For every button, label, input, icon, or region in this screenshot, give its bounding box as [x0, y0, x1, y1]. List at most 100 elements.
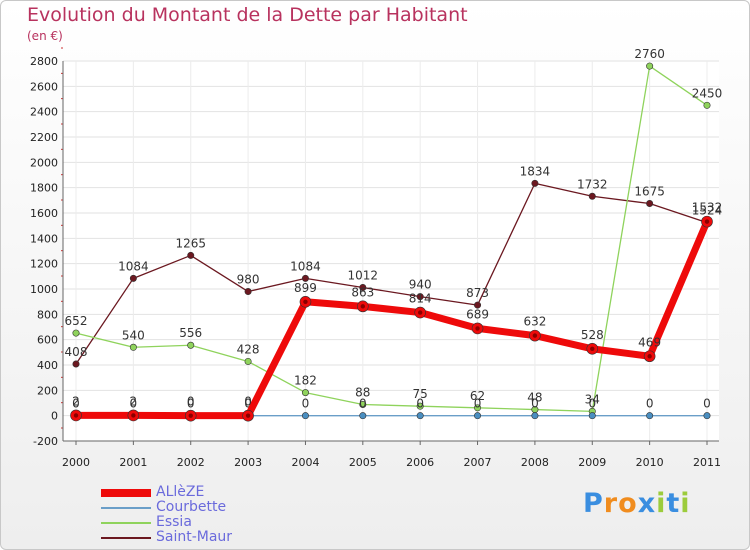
data-point: [531, 179, 539, 187]
data-point: [588, 412, 596, 420]
data-point: [474, 412, 482, 420]
legend-swatch: [101, 489, 151, 497]
data-point: [703, 101, 711, 109]
data-point-center: [417, 310, 423, 315]
y-tick-label: 200: [37, 384, 58, 397]
data-label: 1012: [348, 268, 379, 282]
y-tick-label: 2600: [30, 80, 58, 93]
x-tick-label: 2001: [119, 456, 147, 469]
data-point-center: [188, 413, 193, 418]
legend-label: Essia: [156, 514, 192, 530]
data-label: 0: [302, 397, 310, 411]
legend-swatch: [101, 537, 151, 539]
data-label: 0: [531, 397, 539, 411]
data-point: [187, 251, 195, 259]
x-tick-label: 2003: [234, 456, 262, 469]
data-point: [703, 412, 711, 420]
data-label: 428: [237, 342, 260, 356]
data-point-center: [704, 219, 710, 224]
data-point: [301, 389, 309, 397]
data-label: 0: [72, 397, 80, 411]
brand-letter: x: [637, 488, 657, 519]
y-tick-label: 1800: [30, 182, 58, 195]
data-point-center: [360, 304, 366, 309]
data-label: 0: [187, 397, 195, 411]
data-label: 540: [122, 328, 145, 342]
data-label: 980: [237, 273, 260, 287]
data-label: 0: [703, 397, 711, 411]
data-point: [244, 288, 252, 296]
data-label: 1675: [634, 185, 665, 199]
data-label: 1532: [692, 201, 723, 215]
y-tick-label: 0: [51, 410, 58, 423]
data-label: 0: [359, 397, 367, 411]
x-tick-label: 2004: [291, 456, 319, 469]
data-label: 814: [409, 292, 432, 306]
data-point: [646, 62, 654, 70]
data-label: 1834: [520, 164, 551, 178]
y-tick-label: 1000: [30, 283, 58, 296]
y-tick-label: 800: [37, 308, 58, 321]
data-label: 2760: [634, 47, 665, 61]
data-label: 0: [187, 395, 195, 409]
y-tick-label: 2400: [30, 106, 58, 119]
data-label: 34: [585, 392, 600, 406]
x-tick-label: 2006: [406, 456, 434, 469]
data-point: [474, 404, 482, 412]
data-label: 1524: [692, 204, 723, 218]
y-tick-label: 2800: [30, 55, 58, 68]
x-tick-label: 2007: [464, 456, 492, 469]
data-point: [187, 341, 195, 349]
data-label: 556: [179, 326, 202, 340]
brand-letter: o: [618, 488, 638, 519]
data-label: 88: [355, 386, 370, 400]
data-label: 0: [588, 397, 596, 411]
legend-swatch: [101, 522, 151, 524]
data-label: 873: [466, 286, 489, 300]
y-tick-label: 2000: [30, 156, 58, 169]
data-point: [588, 192, 596, 200]
data-point: [531, 412, 539, 420]
series-line-1: [75, 65, 708, 413]
y-tick-label: -200: [33, 435, 58, 448]
data-point: [416, 293, 424, 301]
brand-letter: i: [656, 488, 667, 519]
chart-subtitle: (en €): [27, 29, 63, 43]
x-tick-label: 2011: [693, 456, 721, 469]
data-point: [416, 402, 424, 410]
data-label: 2: [72, 394, 80, 408]
data-label: 1265: [175, 236, 206, 250]
series-line-0: [75, 182, 708, 365]
data-label: 528: [581, 328, 604, 342]
y-tick-label: 1400: [30, 232, 58, 245]
legend-swatch: [101, 507, 151, 509]
data-point: [129, 343, 137, 351]
data-label: 0: [130, 397, 138, 411]
data-point: [359, 412, 367, 420]
data-point: [359, 401, 367, 409]
data-point-center: [303, 299, 308, 304]
data-label: 652: [65, 314, 88, 328]
legend-label: Saint-Maur: [156, 529, 233, 545]
data-point: [359, 283, 367, 291]
data-label: 2450: [692, 86, 723, 100]
y-tick-label: 1600: [30, 207, 58, 220]
y-tick-label: 400: [37, 359, 58, 372]
data-label: 689: [466, 307, 489, 321]
series-line-3: [76, 220, 711, 420]
x-tick-label: 2008: [521, 456, 549, 469]
data-label: 0: [474, 397, 482, 411]
x-tick-label: 2000: [62, 456, 90, 469]
data-label: 0: [646, 397, 654, 411]
data-point: [301, 274, 309, 282]
data-label: 62: [470, 389, 485, 403]
x-tick-label: 2010: [636, 456, 664, 469]
data-label: 75: [413, 387, 428, 401]
brand-letter: P: [583, 488, 604, 519]
data-label: 632: [523, 315, 546, 329]
y-tick-label: 600: [37, 334, 58, 347]
data-point-center: [73, 413, 79, 418]
data-point-center: [532, 333, 538, 338]
